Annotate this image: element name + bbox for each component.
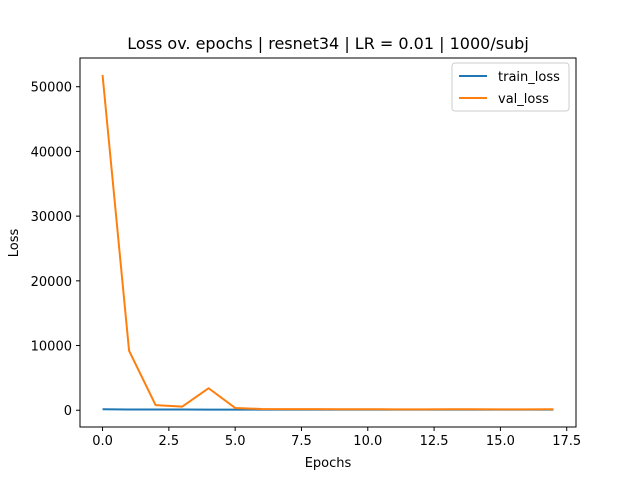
legend-label-val-loss: val_loss bbox=[498, 92, 549, 107]
plot-frame bbox=[79, 57, 577, 428]
series-layer bbox=[101, 74, 554, 411]
x-tick-label: 0.0 bbox=[92, 434, 113, 449]
x-tick-label: 5.0 bbox=[225, 434, 246, 449]
legend: train_loss val_loss bbox=[451, 62, 570, 112]
legend-label-train-loss: train_loss bbox=[498, 70, 560, 85]
y-tick-label: 20000 bbox=[31, 275, 72, 290]
x-tick-label: 17.5 bbox=[552, 434, 581, 449]
x-tick-label: 2.5 bbox=[159, 434, 180, 449]
y-tick-label: 50000 bbox=[31, 81, 72, 96]
x-tick-label: 10.0 bbox=[353, 434, 382, 449]
y-tick-label: 0 bbox=[64, 404, 72, 419]
y-tick-label: 30000 bbox=[31, 210, 72, 225]
x-tick-label: 12.5 bbox=[420, 434, 449, 449]
y-axis-label: Loss bbox=[7, 229, 22, 258]
x-axis-label: Epochs bbox=[305, 456, 352, 471]
plot-area bbox=[79, 57, 577, 428]
x-axis: 0.0 2.5 5.0 7.5 10.0 12.5 15.0 17.5 bbox=[92, 427, 581, 449]
y-axis: 0 10000 20000 30000 40000 50000 bbox=[31, 81, 80, 419]
y-tick-label: 10000 bbox=[31, 340, 72, 355]
series-line-val-loss bbox=[101, 74, 554, 411]
chart-title: Loss ov. epochs | resnet34 | LR = 0.01 |… bbox=[127, 34, 529, 53]
x-tick-label: 7.5 bbox=[291, 434, 312, 449]
x-tick-label: 15.0 bbox=[486, 434, 515, 449]
y-tick-label: 40000 bbox=[31, 145, 72, 160]
